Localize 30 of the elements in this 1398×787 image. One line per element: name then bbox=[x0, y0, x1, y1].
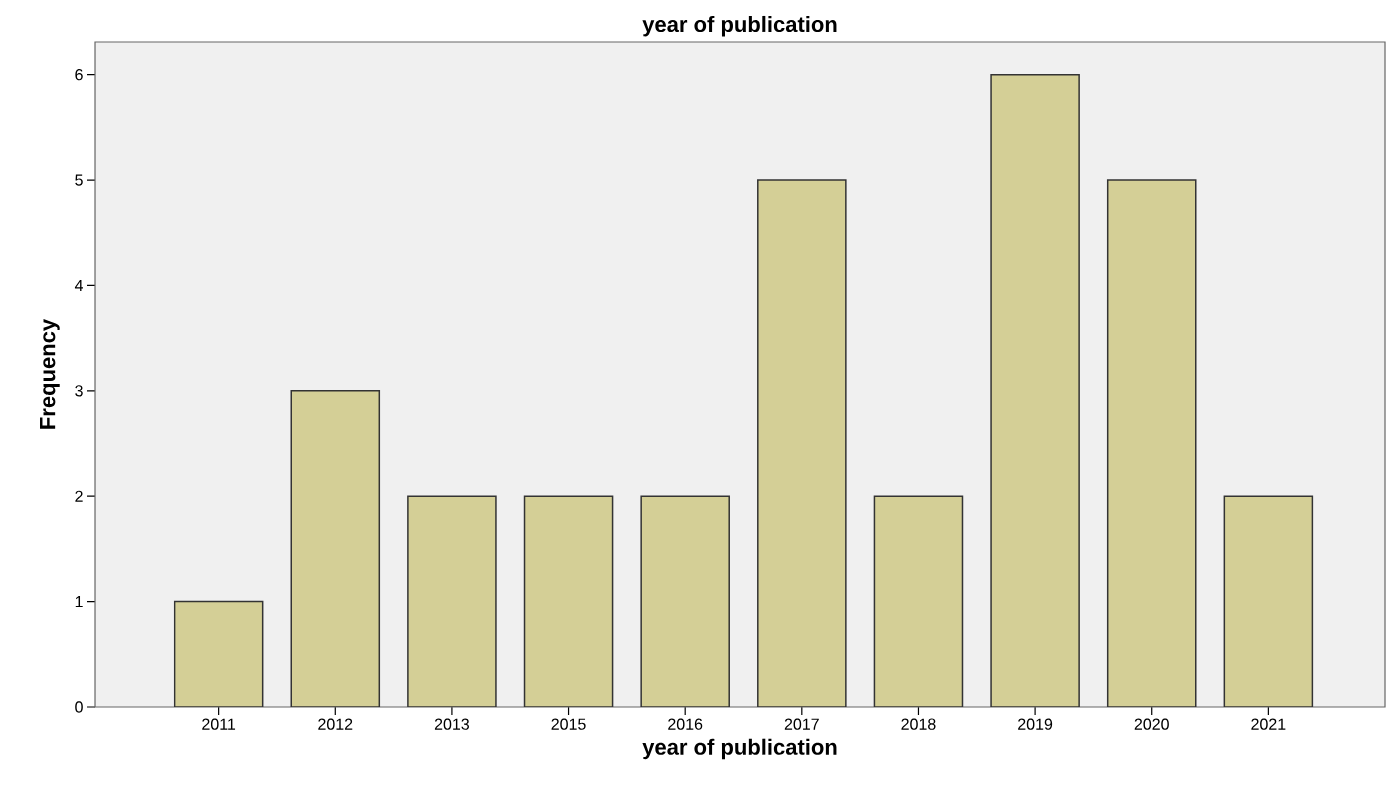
y-tick-label: 4 bbox=[74, 279, 83, 291]
x-tick-label: 2011 bbox=[202, 718, 236, 730]
x-tick-label: 2012 bbox=[318, 718, 353, 730]
x-tick-label: 2017 bbox=[784, 718, 819, 730]
bar bbox=[757, 180, 846, 707]
x-tick-label: 2021 bbox=[1251, 718, 1286, 730]
bar bbox=[524, 496, 613, 707]
bar bbox=[1107, 180, 1196, 707]
bar bbox=[407, 496, 496, 707]
bar bbox=[641, 496, 730, 707]
x-tick-label: 2020 bbox=[1134, 718, 1169, 730]
y-tick-label: 2 bbox=[75, 490, 83, 502]
y-tick-label: 0 bbox=[75, 701, 83, 713]
y-tick-label: 1 bbox=[75, 596, 83, 608]
x-tick-label: 2018 bbox=[901, 718, 936, 730]
x-tick-label: 2019 bbox=[1018, 718, 1053, 730]
y-axis-title: Frequency bbox=[40, 318, 60, 429]
chart-title: year of publication bbox=[642, 15, 837, 37]
x-axis-title: year of publication bbox=[642, 738, 837, 760]
y-tick-label: 5 bbox=[75, 174, 83, 186]
y-tick-label: 3 bbox=[75, 385, 83, 397]
bar bbox=[174, 601, 263, 707]
y-tick-label: 6 bbox=[75, 69, 83, 81]
x-tick-label: 2015 bbox=[551, 718, 586, 730]
bar bbox=[1223, 495, 1314, 707]
bar bbox=[991, 74, 1080, 707]
x-tick-label: 2016 bbox=[668, 718, 703, 730]
bar bbox=[291, 390, 380, 707]
bar bbox=[874, 496, 963, 707]
x-tick-label: 2013 bbox=[434, 718, 469, 730]
